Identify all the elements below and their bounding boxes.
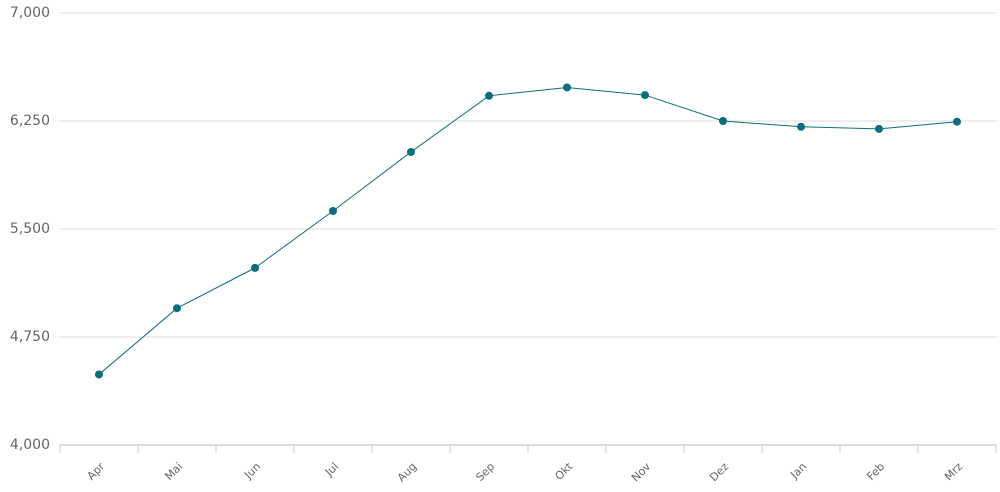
y-tick-label: 7,000	[10, 5, 50, 21]
point	[875, 124, 883, 133]
x-tick-label: Mrz	[942, 460, 965, 483]
x-tick-label: Aug	[395, 460, 419, 484]
x-tick-label: Feb	[864, 460, 887, 483]
point	[641, 91, 649, 100]
point	[95, 370, 103, 379]
x-tick-label: Jan	[787, 460, 809, 482]
point	[485, 91, 493, 100]
x-tick-label: Jun	[241, 460, 263, 482]
x-tick-label: Jul	[322, 460, 341, 479]
point	[173, 304, 181, 313]
y-tick-label: 5,500	[10, 221, 50, 237]
y-tick-label: 4,750	[10, 329, 50, 345]
x-tick-label: Sep	[473, 460, 497, 484]
y-tick-label: 6,250	[10, 113, 50, 129]
point	[407, 147, 415, 156]
x-tick-label: Apr	[85, 460, 108, 483]
point	[719, 117, 727, 125]
y-tick-label: 4,000	[10, 437, 50, 453]
point	[251, 263, 259, 272]
point	[953, 117, 961, 126]
point	[563, 83, 571, 92]
x-tick-label: Nov	[629, 460, 654, 485]
x-tick-label: Dez	[707, 460, 731, 484]
x-tick-label: Okt	[552, 460, 575, 483]
x-tick-label: Mai	[162, 460, 185, 483]
point	[797, 122, 805, 131]
point	[329, 207, 337, 215]
line	[98, 86, 958, 375]
